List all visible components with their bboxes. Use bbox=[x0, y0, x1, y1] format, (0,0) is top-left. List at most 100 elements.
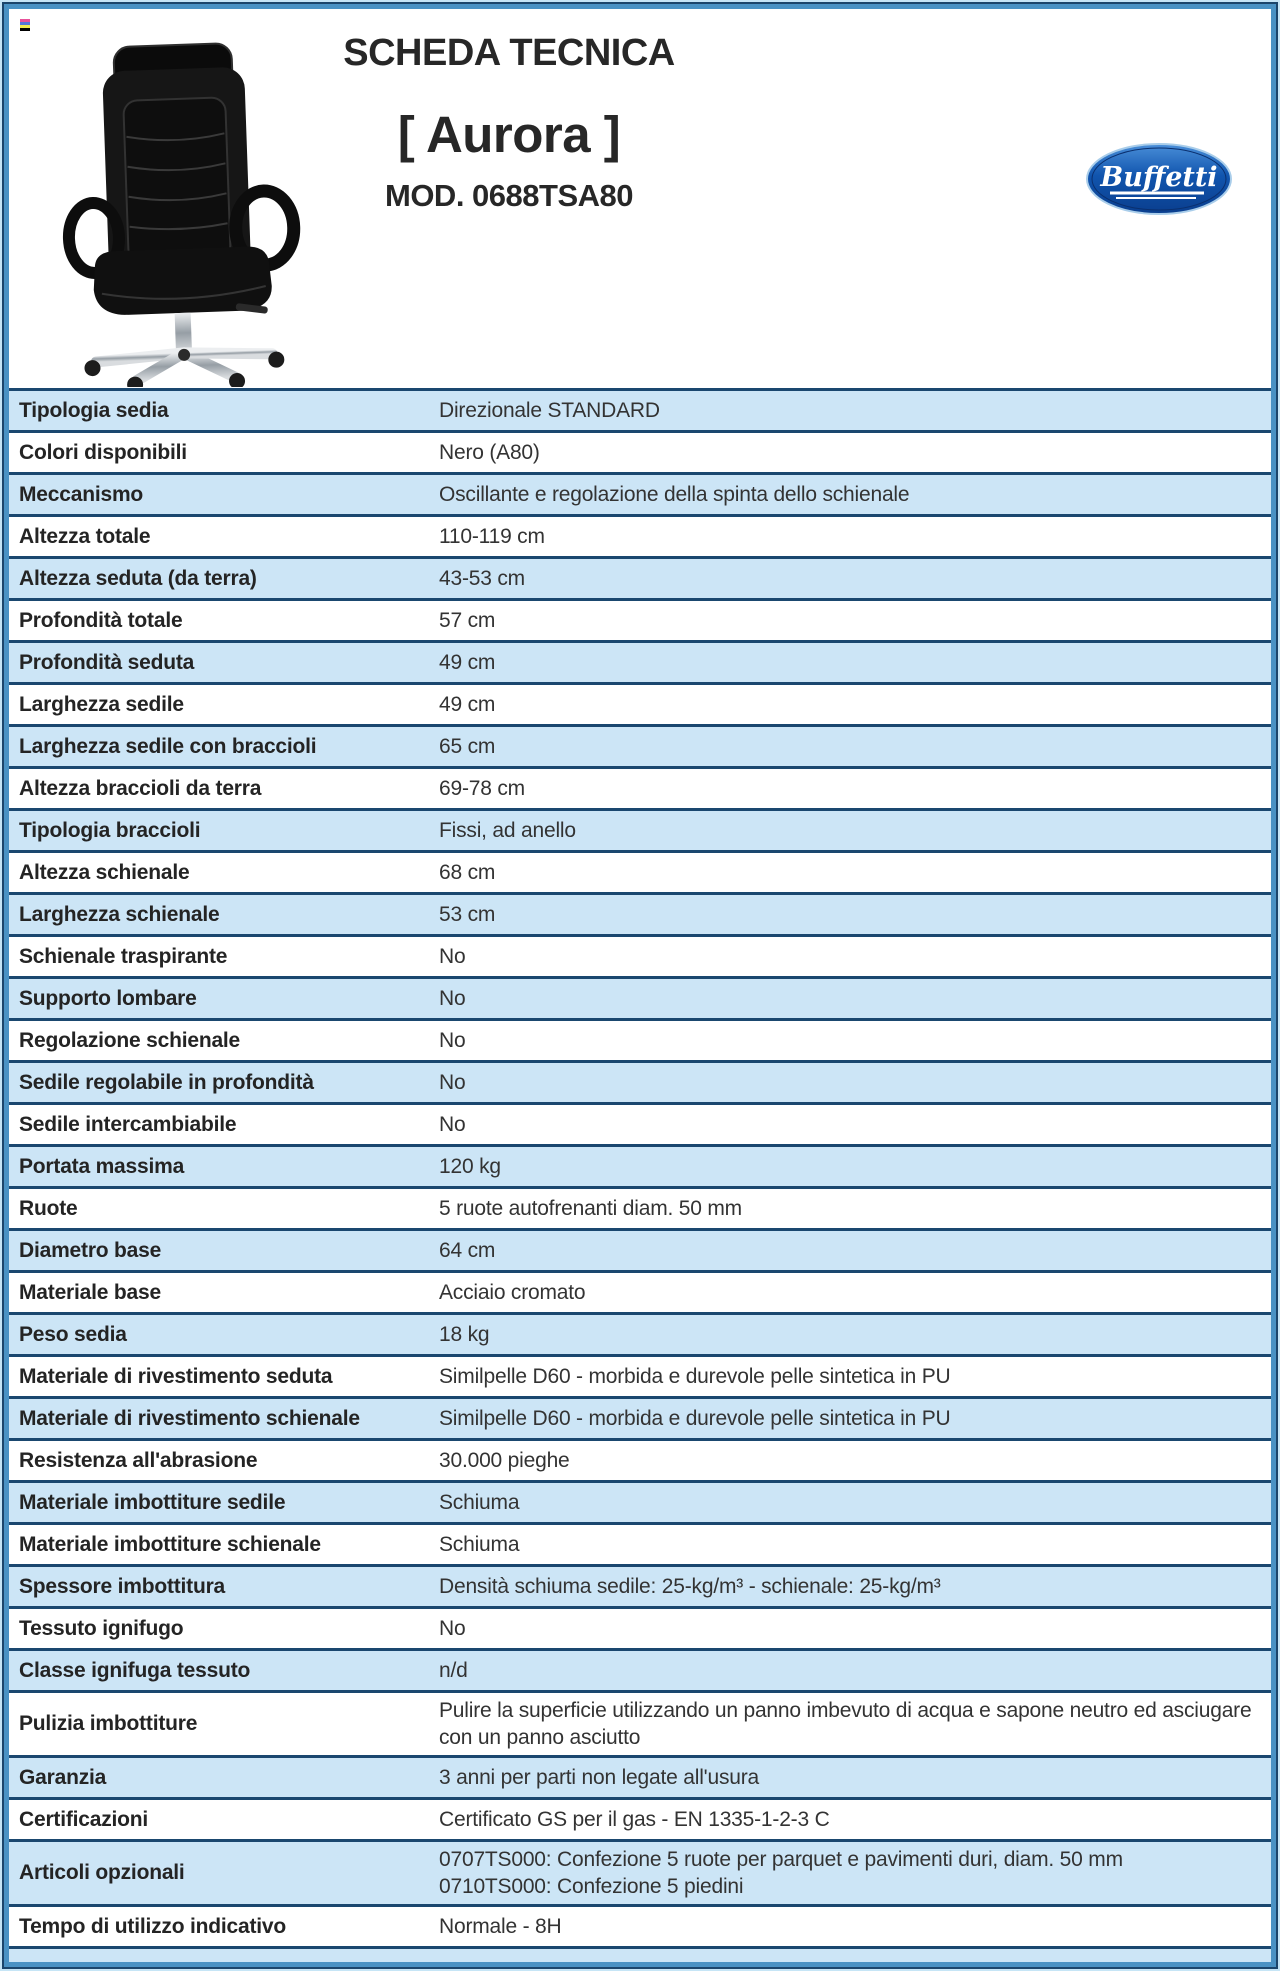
spec-value: Schiuma bbox=[439, 1491, 520, 1514]
spec-value-cell: Oscillante e regolazione della spinta de… bbox=[439, 481, 1271, 508]
spec-row: Profondità totale 57 cm bbox=[9, 601, 1271, 643]
spec-label: Sedile regolabile in profondità bbox=[19, 1070, 314, 1094]
spec-row: Materiale imbottiture sedile Schiuma bbox=[9, 1483, 1271, 1525]
buffetti-logo-text: Buffetti bbox=[1099, 162, 1217, 193]
spec-row: Meccanismo Oscillante e regolazione dell… bbox=[9, 475, 1271, 517]
spec-label: Larghezza sedile con braccioli bbox=[19, 734, 317, 758]
spec-label: Larghezza schienale bbox=[19, 902, 220, 926]
spec-value-cell: 68 cm bbox=[439, 859, 1271, 886]
spec-label: Sedile intercambiabile bbox=[19, 1112, 237, 1136]
spec-value-cell: Schiuma bbox=[439, 1531, 1271, 1558]
spec-row: Materiale di rivestimento seduta Similpe… bbox=[9, 1357, 1271, 1399]
print-mark-stripe bbox=[20, 28, 30, 31]
spec-value: Oscillante e regolazione della spinta de… bbox=[439, 483, 910, 506]
spec-value-cell: Schiuma bbox=[439, 1489, 1271, 1516]
spec-value-cell: Normale - 8H bbox=[439, 1913, 1271, 1940]
spec-value: 43-53 cm bbox=[439, 567, 525, 590]
spec-value: 120 kg bbox=[439, 1155, 501, 1178]
spec-label: Supporto lombare bbox=[19, 986, 197, 1010]
spec-row: Articoli opzionali 0707TS000: Confezione… bbox=[9, 1842, 1271, 1907]
spec-label: Altezza braccioli da terra bbox=[19, 776, 262, 800]
spec-value: Direzionale STANDARD bbox=[439, 399, 660, 422]
spec-label: Meccanismo bbox=[19, 482, 144, 506]
spec-row: Sedile intercambiabile No bbox=[9, 1105, 1271, 1147]
spec-row: Garanzia 3 anni per parti non legate all… bbox=[9, 1758, 1271, 1800]
spec-value: n/d bbox=[439, 1659, 468, 1682]
spec-row: Classe ignifuga tessuto n/d bbox=[9, 1651, 1271, 1693]
spec-row: Tessuto ignifugo No bbox=[9, 1609, 1271, 1651]
spec-row: Certificazioni Certificato GS per il gas… bbox=[9, 1800, 1271, 1842]
spec-label: Ruote bbox=[19, 1196, 78, 1220]
spec-row: Peso sedia 18 kg bbox=[9, 1315, 1271, 1357]
spec-label: Pulizia imbottiture bbox=[19, 1712, 198, 1735]
spec-value: No bbox=[439, 945, 466, 968]
spec-row: Tipologia braccioli Fissi, ad anello bbox=[9, 811, 1271, 853]
spec-value-cell: 3 anni per parti non legate all'usura bbox=[439, 1764, 1271, 1791]
spec-label: Profondità totale bbox=[19, 608, 183, 632]
spec-row: Altezza totale 110-119 cm bbox=[9, 517, 1271, 559]
print-mark-stripe bbox=[20, 19, 30, 22]
spec-value: Densità schiuma sedile: 25-kg/m³ - schie… bbox=[439, 1575, 941, 1598]
spec-value: 3 anni per parti non legate all'usura bbox=[439, 1766, 759, 1789]
spec-row: Materiale base Acciaio cromato bbox=[9, 1273, 1271, 1315]
spec-value: Pulire la superficie utilizzando un pann… bbox=[439, 1699, 1252, 1749]
spec-value: 64 cm bbox=[439, 1239, 496, 1262]
spec-value-cell: 64 cm bbox=[439, 1237, 1271, 1264]
spec-label: Schienale traspirante bbox=[19, 944, 228, 968]
spec-value: 0710TS000: Confezione 5 piedini bbox=[439, 1875, 744, 1898]
spec-value-cell: Acciaio cromato bbox=[439, 1279, 1271, 1306]
spec-row: Regolazione schienale No bbox=[9, 1021, 1271, 1063]
page-title: SCHEDA TECNICA bbox=[343, 32, 675, 74]
spec-label: Materiale di rivestimento schienale bbox=[19, 1406, 360, 1430]
spec-row: Altezza seduta (da terra) 43-53 cm bbox=[9, 559, 1271, 601]
print-mark-stripe bbox=[20, 25, 30, 28]
spec-row: Diametro base 64 cm bbox=[9, 1231, 1271, 1273]
table-cut-off-row bbox=[9, 1949, 1271, 1962]
buffetti-logo: Buffetti bbox=[1084, 141, 1234, 217]
spec-label: Certificazioni bbox=[19, 1807, 149, 1831]
spec-label: Peso sedia bbox=[19, 1322, 127, 1346]
spec-value: Certificato GS per il gas - EN 1335-1-2-… bbox=[439, 1808, 830, 1831]
spec-label: Classe ignifuga tessuto bbox=[19, 1658, 251, 1682]
spec-label: Tempo di utilizzo indicativo bbox=[19, 1914, 287, 1938]
spec-value: 57 cm bbox=[439, 609, 496, 632]
model-number: MOD. 0688TSA80 bbox=[385, 178, 634, 213]
spec-value: No bbox=[439, 1617, 466, 1640]
spec-value-cell: No bbox=[439, 1615, 1271, 1642]
print-marks-icon bbox=[20, 19, 30, 31]
spec-value-cell: 5 ruote autofrenanti diam. 50 mm bbox=[439, 1195, 1271, 1222]
spec-value: Fissi, ad anello bbox=[439, 819, 576, 842]
spec-value: 18 kg bbox=[439, 1323, 490, 1346]
spec-value-cell: Densità schiuma sedile: 25-kg/m³ - schie… bbox=[439, 1573, 1271, 1600]
spec-label: Regolazione schienale bbox=[19, 1028, 241, 1052]
spec-table: Tipologia sedia Direzionale STANDARD Col… bbox=[9, 388, 1271, 1962]
spec-value-cell: Pulire la superficie utilizzando un pann… bbox=[439, 1697, 1271, 1751]
chair-photo bbox=[33, 39, 323, 393]
spec-value: Nero (A80) bbox=[439, 441, 540, 464]
spec-row: Pulizia imbottiture Pulire la superficie… bbox=[9, 1693, 1271, 1758]
spec-value: 49 cm bbox=[439, 693, 496, 716]
spec-value-cell: Fissi, ad anello bbox=[439, 817, 1271, 844]
spec-value-cell: n/d bbox=[439, 1657, 1271, 1684]
spec-label: Tipologia sedia bbox=[19, 398, 169, 422]
spec-value: Acciaio cromato bbox=[439, 1281, 586, 1304]
spec-row: Larghezza schienale 53 cm bbox=[9, 895, 1271, 937]
spec-value: 53 cm bbox=[439, 903, 496, 926]
spec-row: Schienale traspirante No bbox=[9, 937, 1271, 979]
spec-value-cell: 65 cm bbox=[439, 733, 1271, 760]
spec-value-cell: Similpelle D60 - morbida e durevole pell… bbox=[439, 1405, 1271, 1432]
spec-value-cell: 53 cm bbox=[439, 901, 1271, 928]
spec-value: 69-78 cm bbox=[439, 777, 525, 800]
spec-value-cell: Similpelle D60 - morbida e durevole pell… bbox=[439, 1363, 1271, 1390]
spec-value-cell: Direzionale STANDARD bbox=[439, 397, 1271, 424]
spec-value: 30.000 pieghe bbox=[439, 1449, 570, 1472]
product-name: [ Aurora ] bbox=[397, 106, 621, 163]
spec-value: 65 cm bbox=[439, 735, 496, 758]
spec-row: Tempo di utilizzo indicativo Normale - 8… bbox=[9, 1907, 1271, 1949]
spec-row: Ruote 5 ruote autofrenanti diam. 50 mm bbox=[9, 1189, 1271, 1231]
spec-value: 110-119 cm bbox=[439, 525, 545, 548]
spec-value-cell: 49 cm bbox=[439, 649, 1271, 676]
spec-value-cell: No bbox=[439, 985, 1271, 1012]
spec-value: No bbox=[439, 987, 466, 1010]
